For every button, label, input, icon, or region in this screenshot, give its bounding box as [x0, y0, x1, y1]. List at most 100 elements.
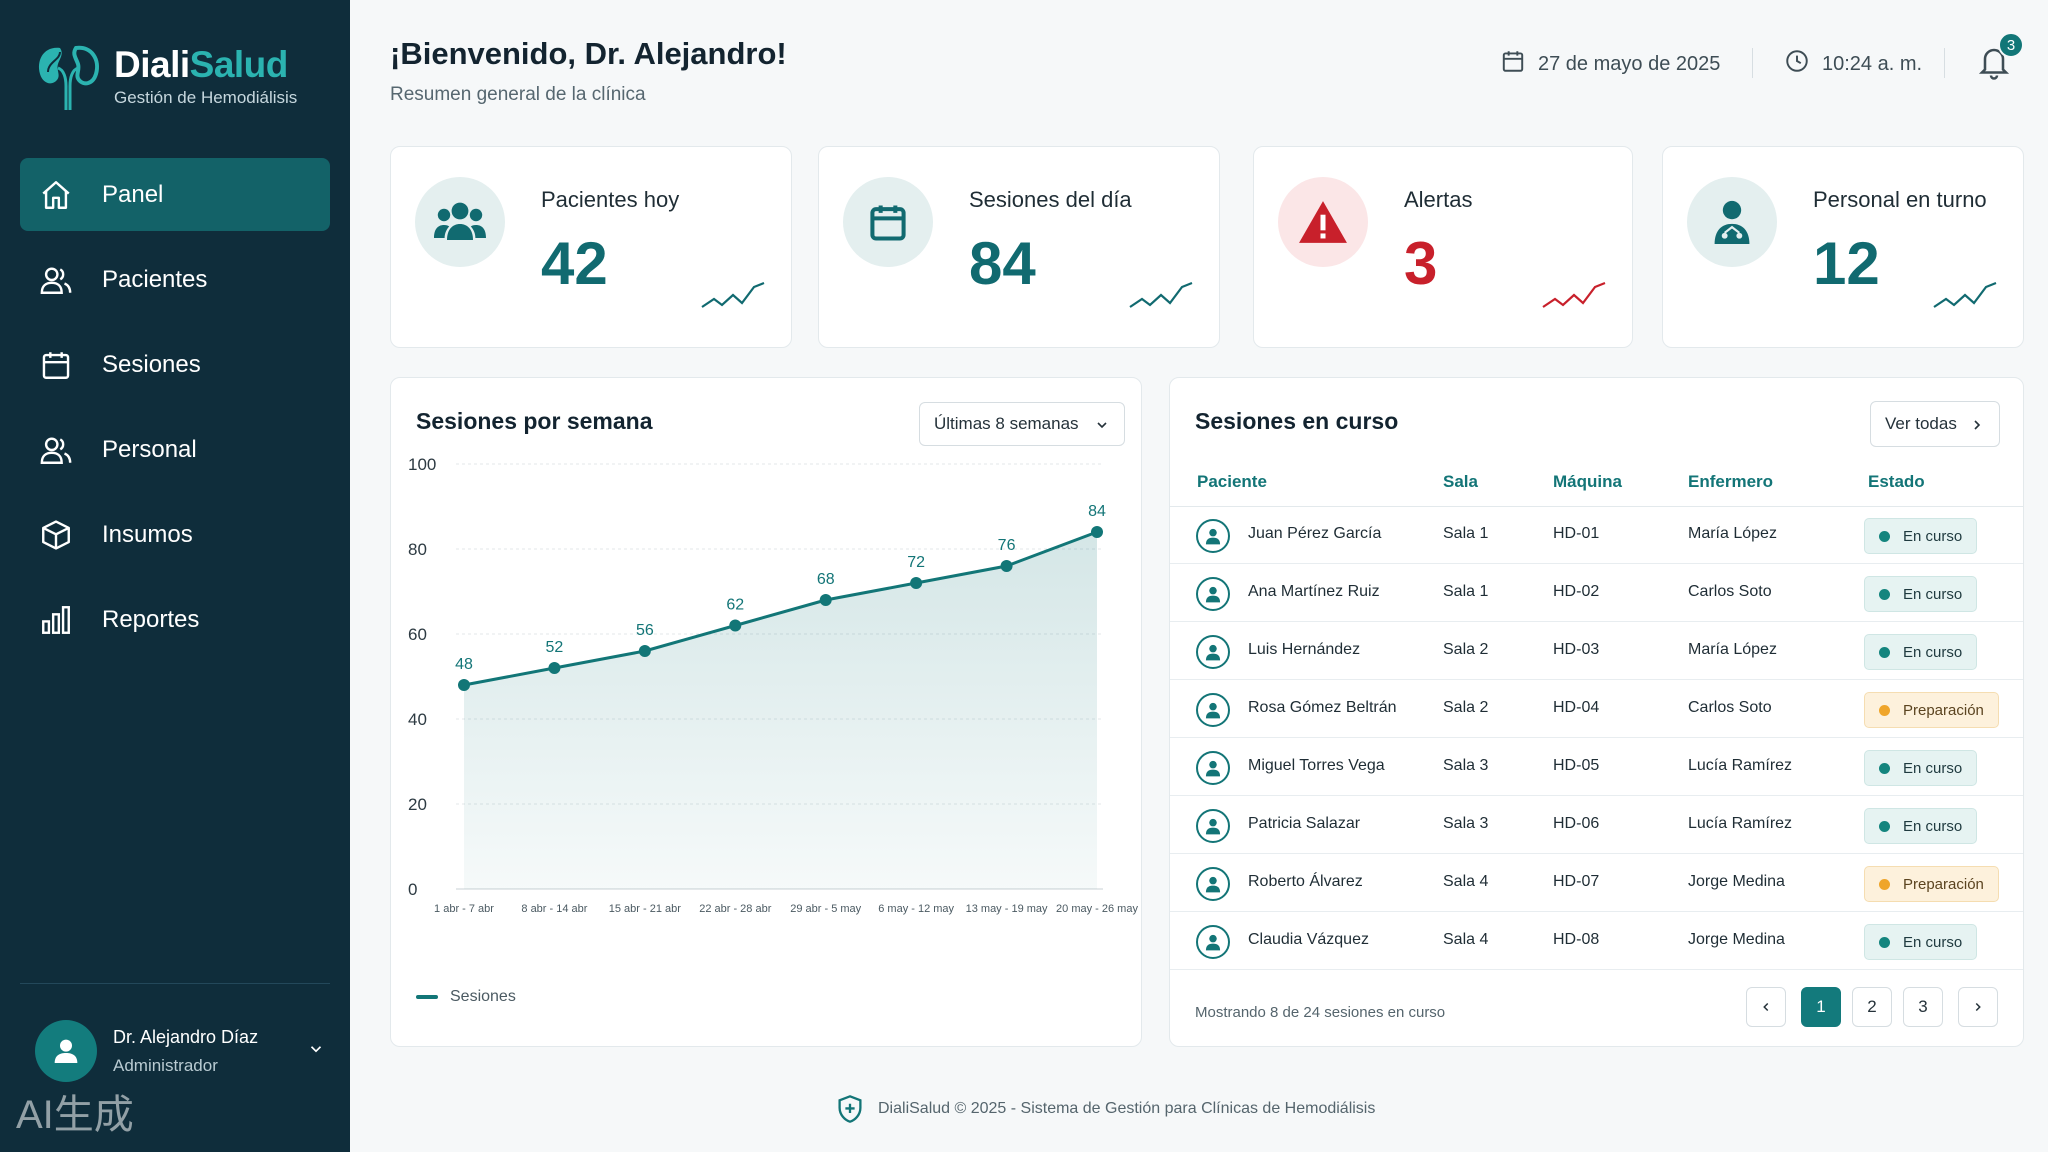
table-row[interactable]: Juan Pérez García Sala 1 HD-01 María López E…: [1170, 507, 2023, 564]
patient-avatar-icon: [1196, 867, 1230, 901]
brand-name: DialiSalud: [114, 44, 288, 85]
users-icon: [415, 177, 505, 267]
nav-item-personal[interactable]: Personal: [20, 413, 330, 486]
status-badge: En curso: [1864, 750, 1978, 786]
status-label: En curso: [1903, 527, 1963, 545]
range-select-value: Últimas 8 semanas: [934, 414, 1079, 433]
view-all-button[interactable]: Ver todas: [1870, 401, 2000, 447]
stat-card-alertas[interactable]: Alertas 3: [1253, 146, 1633, 348]
notifications-button[interactable]: [1976, 42, 2012, 82]
x-tick-label: 29 abr - 5 may: [790, 903, 861, 915]
nav-item-reportes[interactable]: Reportes: [20, 583, 330, 656]
stat-card-sesiones[interactable]: Sesiones del día 84: [818, 146, 1220, 348]
pagination-page-3[interactable]: 3: [1903, 987, 1943, 1027]
data-point: [729, 619, 742, 632]
shield-icon: [838, 1095, 862, 1123]
nav-label: Panel: [102, 180, 164, 208]
doctor-icon: [1687, 177, 1777, 267]
range-select[interactable]: Últimas 8 semanas: [919, 402, 1125, 446]
stat-label: Personal en turno: [1813, 187, 1987, 212]
data-label: 76: [998, 537, 1016, 554]
ai-watermark: AI生成: [16, 1093, 134, 1137]
column-header-paciente[interactable]: Paciente: [1197, 472, 1267, 491]
nav-item-insumos[interactable]: Insumos: [20, 498, 330, 571]
active-sessions-card: Sesiones en curso Ver todas Paciente Sal…: [1169, 377, 2024, 1047]
stat-value: 3: [1404, 230, 1438, 297]
data-label: 72: [907, 554, 925, 571]
machine: HD-01: [1553, 525, 1600, 542]
x-tick-label: 1 abr - 7 abr: [434, 903, 494, 915]
pagination-next-button[interactable]: [1958, 987, 1998, 1027]
table-row[interactable]: Ana Martínez Ruiz Sala 1 HD-02 Carlos Soto E…: [1170, 565, 2023, 622]
chevron-down-icon[interactable]: [307, 1040, 325, 1063]
patient-name: Patricia Salazar: [1248, 815, 1361, 832]
table-row[interactable]: Miguel Torres Vega Sala 3 HD-05 Lucía Ramír…: [1170, 739, 2023, 796]
view-all-label: Ver todas: [1885, 414, 1957, 433]
data-point: [458, 679, 470, 691]
machine: HD-03: [1553, 641, 1600, 658]
stat-card-pacientes[interactable]: Pacientes hoy 42: [390, 146, 792, 348]
page-title: ¡Bienvenido, Dr. Alejandro!: [390, 36, 787, 71]
pagination-page-1[interactable]: 1: [1801, 987, 1841, 1027]
clock-icon: [1784, 48, 1810, 80]
pagination-prev-button[interactable]: [1746, 987, 1786, 1027]
chart-title: Sesiones por semana: [416, 408, 653, 434]
stat-label: Pacientes hoy: [541, 187, 680, 212]
data-label: 68: [817, 571, 835, 588]
pagination-page-2[interactable]: 2: [1852, 987, 1892, 1027]
trend-sparkline: [1542, 281, 1606, 308]
patient-name: Juan Pérez García: [1248, 525, 1382, 542]
nurse: Lucía Ramírez: [1688, 815, 1793, 832]
table-row[interactable]: Luis Hernández Sala 2 HD-03 María López En c…: [1170, 623, 2023, 680]
sessions-chart-card: Sesiones por semana Últimas 8 semanas 0 2…: [390, 377, 1142, 1047]
nav-item-panel[interactable]: Panel: [20, 158, 330, 231]
series-area-fill: [464, 532, 1097, 889]
table-header-divider: [1170, 506, 2023, 507]
status-dot: [1879, 588, 1890, 600]
stat-card-personal[interactable]: Personal en turno 12: [1662, 146, 2024, 348]
column-header-sala[interactable]: Sala: [1443, 472, 1478, 491]
nav-item-sesiones[interactable]: Sesiones: [20, 328, 330, 401]
sessions-area-chart: 0 20 40 60 80 100 48 52 56 62 68 72 76 84 1 abr - 7 ab…: [408, 455, 1138, 915]
nav-label: Insumos: [102, 520, 193, 548]
header-separator: [1752, 48, 1753, 78]
staff-icon: [38, 432, 74, 468]
main-nav: Panel Pacientes Sesiones Personal Insumo…: [20, 158, 330, 668]
user-menu[interactable]: Dr. Alejandro Díaz Administrador: [35, 1020, 325, 1082]
sidebar-divider: [20, 983, 330, 984]
header-time: 10:24 a. m.: [1784, 48, 1922, 80]
status-dot: [1879, 762, 1890, 774]
data-point: [819, 594, 832, 606]
status-badge: En curso: [1864, 634, 1978, 670]
data-label: 48: [455, 656, 473, 673]
table-row[interactable]: Rosa Gómez Beltrán Sala 2 HD-04 Carlos Soto…: [1170, 681, 2023, 738]
nurse: Lucía Ramírez: [1688, 757, 1793, 774]
room: Sala 4: [1443, 931, 1489, 948]
nurse: María López: [1688, 641, 1777, 658]
y-tick-label: 100: [408, 455, 436, 474]
column-header-maquina[interactable]: Máquina: [1553, 472, 1622, 491]
box-icon: [38, 517, 74, 553]
kidney-logo-icon: [38, 45, 99, 110]
room: Sala 1: [1443, 583, 1489, 600]
patient-name: Roberto Álvarez: [1248, 873, 1363, 890]
column-header-enfermero[interactable]: Enfermero: [1688, 472, 1774, 491]
brand-logo[interactable]: DialiSalud Gestión de Hemodiálisis: [30, 38, 297, 114]
status-dot: [1879, 820, 1890, 832]
status-badge: En curso: [1864, 576, 1978, 612]
sidebar: DialiSalud Gestión de Hemodiálisis Panel…: [0, 0, 350, 1152]
nav-label: Sesiones: [102, 350, 201, 378]
table-row[interactable]: Patricia Salazar Sala 3 HD-06 Lucía Ramírez…: [1170, 797, 2023, 854]
nurse: María López: [1688, 525, 1777, 542]
header-date: 27 de mayo de 2025: [1500, 48, 1720, 80]
room: Sala 4: [1443, 873, 1489, 890]
table-row[interactable]: Roberto Álvarez Sala 4 HD-07 Jorge Medina Pr…: [1170, 855, 2023, 912]
nav-item-pacientes[interactable]: Pacientes: [20, 243, 330, 316]
patient-name: Ana Martínez Ruiz: [1248, 583, 1380, 600]
machine: HD-02: [1553, 583, 1600, 600]
column-header-estado[interactable]: Estado: [1868, 472, 1925, 491]
patient-name: Claudia Vázquez: [1248, 931, 1369, 948]
nav-label: Reportes: [102, 605, 200, 633]
legend-swatch: [416, 995, 438, 999]
table-row[interactable]: Claudia Vázquez Sala 4 HD-08 Jorge Medina En…: [1170, 913, 2023, 970]
